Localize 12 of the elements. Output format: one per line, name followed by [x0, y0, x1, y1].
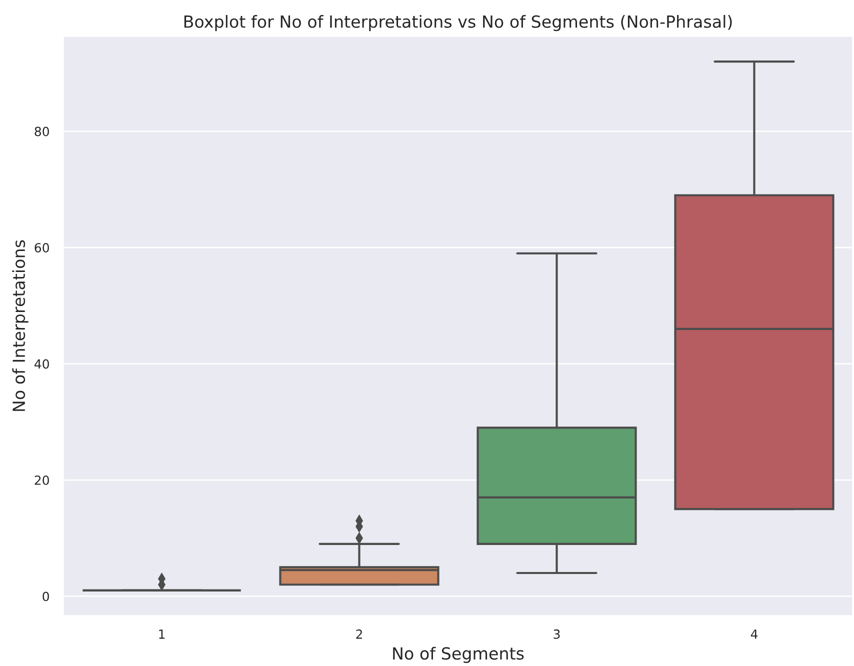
y-tick-label: 20	[34, 475, 49, 485]
y-tick-label: 0	[42, 592, 49, 602]
y-axis-title: No of Interpretations	[12, 240, 28, 411]
x-tick-label: 1	[159, 630, 165, 639]
x-tick-label: 2	[356, 629, 362, 639]
chart-title: Boxplot for No of Interpretations vs No of Segments (Non-Phrasal)	[184, 15, 732, 32]
x-axis-title: No of Segments	[393, 646, 524, 663]
x-tick-label: 3	[554, 629, 560, 639]
y-tick-label: 60	[34, 243, 49, 252]
y-tick-label: 80	[34, 126, 49, 136]
y-tick-label: 40	[34, 359, 49, 369]
x-tick-label: 4	[750, 630, 758, 639]
